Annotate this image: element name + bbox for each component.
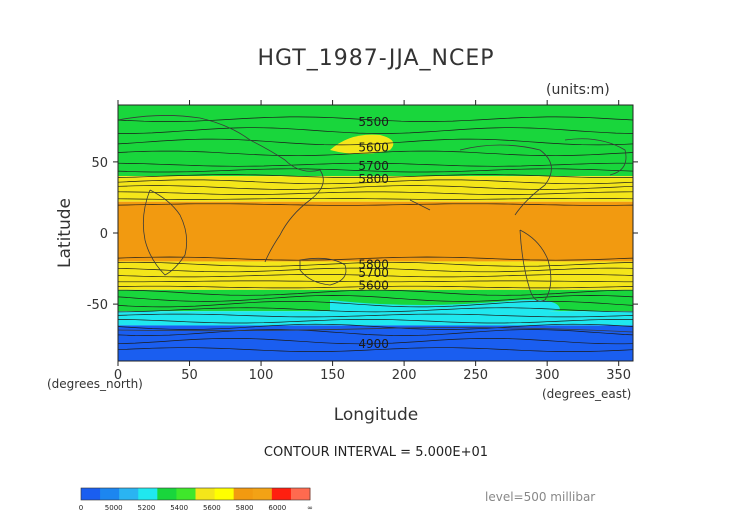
- contour-interval-text: CONTOUR INTERVAL = 5.000E+01: [263, 445, 489, 460]
- contour-line-7: [118, 179, 633, 185]
- chart-title: HGT_1987-JJA_NCEP: [257, 46, 495, 71]
- colorbar-swatch: [252, 488, 273, 500]
- contour-label: 5600: [358, 279, 389, 293]
- contour-line-18: [118, 289, 633, 296]
- contour-line-8: [118, 185, 633, 190]
- contour-label: 5800: [358, 172, 389, 186]
- y-tick-label: 50: [91, 156, 108, 171]
- contour-line-25: [118, 329, 633, 336]
- contour-label: 5700: [358, 266, 389, 280]
- band-2: [118, 201, 633, 262]
- y-tick-label: 0: [100, 227, 108, 242]
- colorbar-swatch: [195, 488, 216, 500]
- colorbar-swatch: [233, 488, 254, 500]
- colorbar-swatch: [290, 488, 311, 500]
- contour-line-23: [118, 318, 633, 324]
- contour-line-13: [118, 261, 633, 267]
- colorbar-tick-label: 5800: [236, 504, 254, 512]
- contour-line-24: [118, 323, 633, 330]
- contour-label: 5500: [358, 115, 389, 129]
- units-label: (units:m): [546, 82, 610, 98]
- y-axis-title: Latitude: [55, 198, 75, 268]
- x-tick-label: 200: [392, 368, 417, 383]
- contour-line-22: [118, 313, 633, 318]
- contour-line-12: [118, 256, 633, 261]
- coastline-2: [299, 257, 347, 286]
- colorbar: 0 5000 5200 5400 5600 5800 6000 ∞: [79, 487, 313, 512]
- colorbar-swatch: [100, 488, 120, 500]
- x-tick-label: 50: [181, 368, 198, 383]
- contour-line-5: [118, 168, 633, 173]
- contour-label: 4900: [358, 337, 389, 351]
- contour-line-17: [118, 285, 633, 289]
- colorbar-swatch: [271, 488, 292, 500]
- contour-line-6: [118, 174, 633, 178]
- contour-line-10: [118, 197, 633, 200]
- x-unit-label: (degrees_east): [542, 387, 631, 401]
- contour-line-27: [118, 347, 633, 352]
- contour-line-15: [118, 274, 633, 278]
- colorbar-tick-label: ∞: [307, 504, 313, 512]
- colorbar-tick-label: 6000: [268, 504, 286, 512]
- colorbar-swatch: [214, 488, 235, 500]
- contour-line-11: [118, 203, 633, 206]
- x-tick-label: 150: [320, 368, 345, 383]
- contour-line-21: [118, 307, 633, 313]
- coastline-4: [519, 229, 552, 302]
- coastline-6: [564, 138, 627, 176]
- colorbar-swatch: [119, 488, 139, 500]
- coastline-1: [142, 189, 188, 276]
- band-6: [118, 325, 633, 361]
- coastline-7: [409, 199, 431, 211]
- colorbar-swatch: [176, 488, 196, 500]
- contour-line-0: [118, 116, 633, 122]
- contour-line-26: [118, 338, 633, 345]
- x-tick-label: 300: [535, 368, 560, 383]
- colorbar-tick-label: 5200: [138, 504, 156, 512]
- contour-label: 5600: [358, 141, 389, 155]
- contour-label: 5700: [358, 159, 389, 173]
- band-1: [118, 176, 633, 202]
- contour-line-20: [118, 300, 633, 308]
- contour-line-3: [118, 150, 633, 157]
- x-axis-title: Longitude: [334, 405, 419, 425]
- contour-line-16: [118, 280, 633, 283]
- colorbar-swatch: [138, 488, 158, 500]
- contour-line-1: [118, 127, 633, 134]
- coastline-5: [118, 327, 633, 333]
- colorbar-tick-label: 5600: [203, 504, 221, 512]
- x-tick-label: 0: [114, 368, 122, 383]
- contour-label: 5800: [358, 257, 389, 271]
- y-tick-label: -50: [87, 298, 108, 313]
- coastline-0: [118, 115, 324, 263]
- x-tick-label: 350: [606, 368, 631, 383]
- patch-south-pacific: [330, 299, 560, 318]
- coastline-3: [459, 144, 552, 216]
- level-text: level=500 millibar: [485, 490, 596, 504]
- colorbar-swatch: [81, 488, 101, 500]
- colorbar-tick-label: 5000: [105, 504, 123, 512]
- contour-line-9: [118, 191, 633, 195]
- contour-line-4: [118, 162, 633, 167]
- contour-line-14: [118, 267, 633, 273]
- colorbar-swatch: [157, 488, 177, 500]
- colorbar-frame: [80, 487, 311, 501]
- y-unit-label: (degrees_north): [47, 377, 143, 391]
- x-tick-label: 250: [463, 368, 488, 383]
- colorbar-tick-label: 5400: [170, 504, 188, 512]
- colorbar-tick-label: 0: [79, 504, 83, 512]
- contour-line-2: [118, 138, 633, 146]
- x-tick-label: 100: [249, 368, 274, 383]
